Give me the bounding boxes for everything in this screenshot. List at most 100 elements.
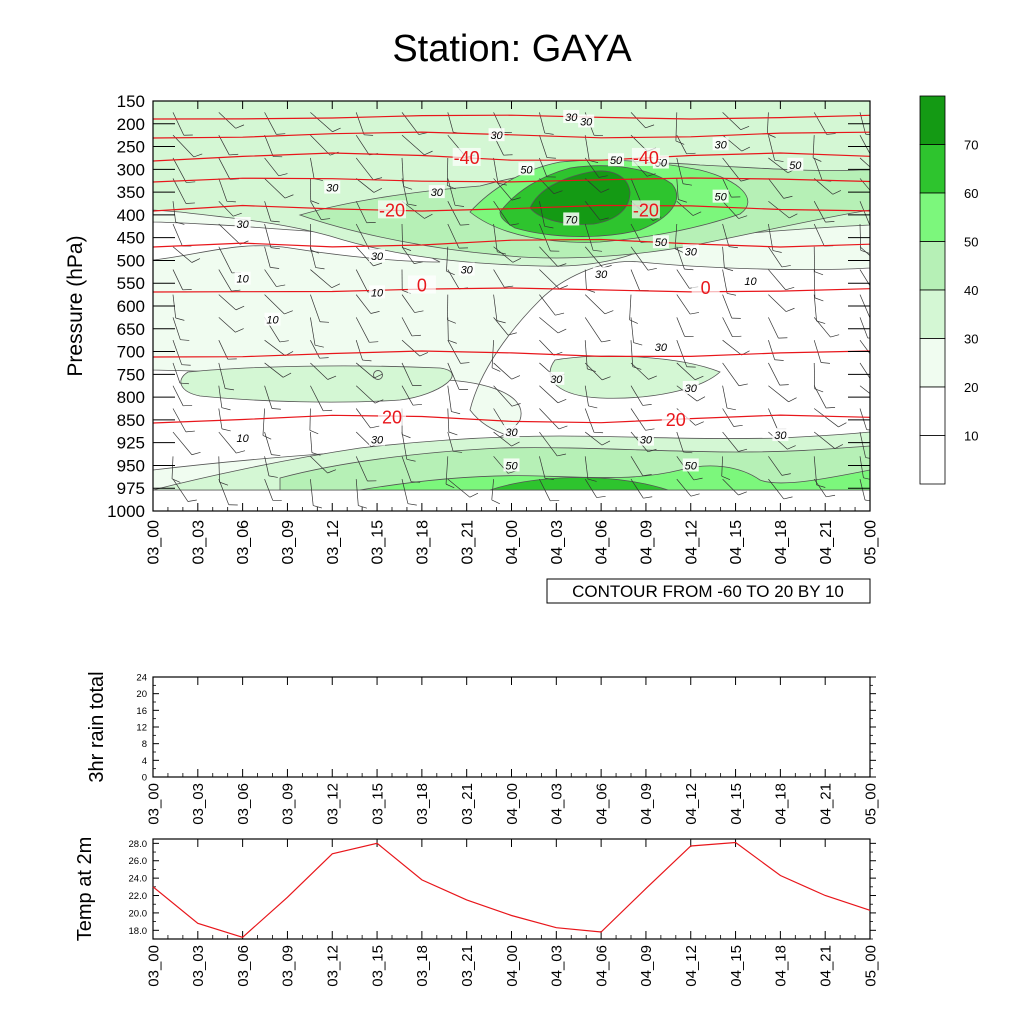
wind-barb (813, 478, 836, 498)
wind-barb (264, 431, 281, 456)
wind-barb (401, 246, 423, 264)
wind-barb (309, 408, 319, 435)
wind-barb (721, 456, 731, 481)
wind-barb (218, 135, 239, 156)
svg-text:30: 30 (371, 435, 384, 447)
wind-barb (584, 340, 596, 372)
temp-y-tick-label: 24.0 (129, 874, 148, 885)
wind-barb (401, 157, 413, 190)
wind-barb (310, 201, 331, 220)
pressure-tick-label: 200 (117, 115, 145, 134)
pressure-tick-label: 350 (117, 183, 145, 202)
pressure-tick-label: 300 (117, 160, 145, 179)
wind-barb (676, 178, 687, 203)
wind-barb (355, 317, 379, 343)
svg-text:30: 30 (655, 342, 668, 354)
svg-text:10: 10 (744, 276, 757, 288)
rh-contour-label: 30 (503, 425, 520, 439)
svg-text:50: 50 (505, 460, 518, 472)
wind-barb (722, 246, 734, 272)
temp-contour-line (153, 414, 870, 424)
wind-barb (491, 340, 501, 372)
wind-barb (859, 431, 870, 459)
svg-text:30: 30 (371, 251, 384, 263)
temp-contour-line (153, 350, 870, 358)
rain-axis-label: 3hr rain total (86, 671, 108, 782)
wind-barb (722, 178, 741, 198)
rh-contour-label: 50 (608, 153, 625, 167)
time-tick-label: 03_00 (146, 520, 163, 565)
wind-barb (172, 134, 203, 158)
time-tick-label: 04_21 (818, 520, 835, 565)
rh-contour-label: 30 (369, 248, 386, 263)
time-tick-label: 03_21 (459, 945, 476, 987)
wind-barb (813, 178, 842, 195)
svg-text:30: 30 (685, 383, 698, 395)
svg-text:10: 10 (237, 274, 250, 286)
wind-barb (493, 294, 506, 324)
wind-barb (172, 317, 190, 341)
time-tick-label: 03_03 (190, 783, 207, 825)
wind-barb (172, 385, 193, 407)
colorbar-label: 70 (964, 138, 978, 153)
wind-barb (539, 223, 560, 252)
wind-barb (355, 178, 383, 193)
temp-contour-labels: -40 -40 -20 -20 0 0 20 20 (378, 147, 720, 430)
wind-barb (722, 431, 748, 452)
wind-barb (264, 157, 288, 177)
temp-contour-label: -40 (452, 147, 481, 168)
time-tick-label: 04_12 (683, 520, 700, 565)
wind-barb (218, 362, 235, 391)
rh-contour-label: 50 (787, 157, 804, 172)
pressure-tick-label: 650 (117, 320, 145, 339)
wind-barb (218, 269, 241, 292)
colorbar-label: 20 (964, 380, 978, 395)
wind-barb (859, 246, 870, 257)
wind-barb (722, 200, 748, 219)
wind-barb (813, 340, 830, 364)
wind-barb (493, 157, 507, 186)
wind-barb (539, 317, 567, 334)
rh-contour-label: 30 (548, 371, 565, 386)
svg-text:-20: -20 (379, 200, 405, 220)
wind-barb (447, 385, 461, 415)
svg-text:30: 30 (550, 374, 563, 386)
wind-barb (859, 157, 870, 168)
temp-y-tick-label: 20.0 (129, 908, 148, 919)
wind-barb (172, 201, 185, 225)
pressure-tick-label: 400 (117, 206, 145, 225)
temp-contour-label: -40 (631, 147, 660, 168)
wind-barb (264, 246, 280, 269)
wind-barb (446, 246, 455, 276)
wind-barb (768, 294, 795, 312)
wind-barb (629, 294, 638, 324)
wind-barb (584, 157, 608, 178)
wind-barb (813, 112, 836, 135)
wind-barb (584, 478, 606, 498)
wind-barb (172, 178, 195, 204)
wind-barb (264, 201, 280, 223)
time-tick-label: 03_09 (280, 520, 297, 565)
time-tick-label: 04_03 (549, 783, 566, 825)
colorbar-swatch (919, 338, 946, 388)
wind-barb (401, 339, 429, 357)
rain-y-tick-label: 4 (142, 756, 147, 767)
pressure-tick-label: 1000 (107, 502, 145, 521)
temp-panel: 18.0 20.0 22.0 24.0 26.0 28.0 03_00 03_03 03_06 0… (74, 837, 879, 987)
wind-barb (447, 294, 456, 324)
wind-barb (355, 456, 377, 482)
wind-barb (172, 478, 197, 502)
temp-axes: 18.0 20.0 22.0 24.0 26.0 28.0 03_00 03_03 03_06 0… (129, 839, 880, 987)
wind-barb (813, 431, 844, 449)
wind-barb (584, 317, 611, 343)
temp-y-tick-label: 26.0 (129, 856, 148, 867)
rh-contour-label: 30 (234, 217, 251, 231)
pressure-tick-label: 550 (117, 274, 145, 293)
wind-barb (401, 134, 433, 156)
wind-barb (768, 269, 795, 291)
time-tick-label: 03_12 (325, 945, 342, 987)
wind-barb (172, 340, 191, 366)
wind-barb (768, 456, 791, 476)
wind-barb (630, 478, 653, 499)
